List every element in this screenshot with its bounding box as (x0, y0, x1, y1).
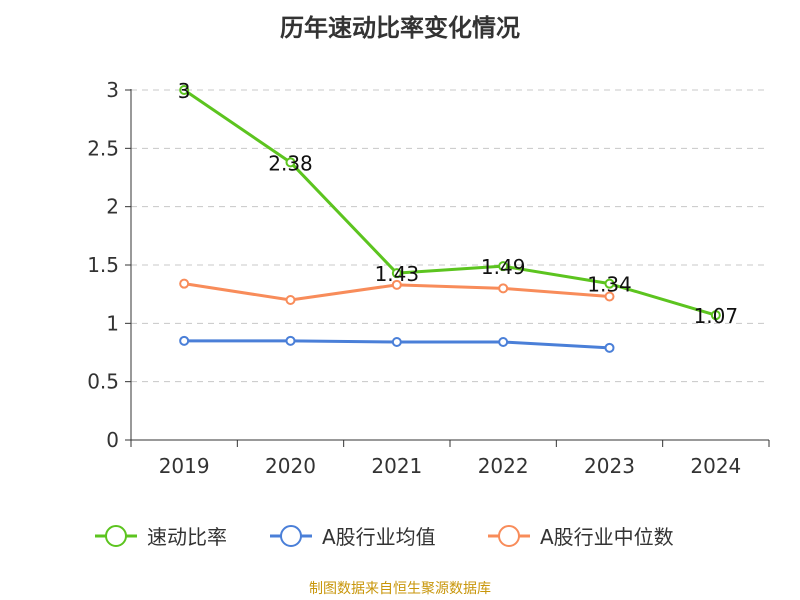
chart-title: 历年速动比率变化情况 (280, 14, 520, 42)
data-point (285, 295, 296, 305)
data-point (604, 342, 615, 353)
y-tick-label: 2.5 (87, 136, 119, 160)
legend: 速动比率 A股行业均值 A股行业中位数 (95, 525, 674, 549)
x-tick-label: 2022 (478, 454, 529, 478)
data-point (604, 278, 615, 289)
legend-marker-1 (280, 525, 302, 547)
axes: 0 0.5 1 1.5 2 2.5 3 2019 2020 2021 2022 2023 2024 (87, 78, 770, 478)
data-label: 2.38 (268, 151, 313, 175)
y-tick-label: 0 (106, 428, 119, 452)
data-point (498, 337, 509, 347)
data-point (179, 278, 190, 289)
data-point (710, 310, 721, 321)
y-tick-label: 1 (106, 311, 119, 335)
legend-label-1: A股行业均值 (322, 525, 436, 549)
data-point (604, 291, 615, 302)
data-point (285, 157, 296, 168)
data-label: 3 (178, 79, 191, 103)
x-tick-label: 2019 (159, 454, 210, 478)
x-tick-label: 2021 (371, 454, 422, 478)
data-point (179, 335, 190, 346)
x-tick-label: 2024 (690, 454, 741, 478)
series-line-0 (183, 88, 717, 317)
data-point (285, 335, 296, 346)
legend-label-0: 速动比率 (147, 525, 227, 549)
series-lines (179, 85, 721, 353)
data-label: 1.43 (375, 262, 420, 286)
data-point (391, 279, 402, 290)
data-point (498, 261, 509, 272)
data-point (391, 337, 402, 347)
data-label: 1.49 (481, 255, 526, 279)
legend-label-2: A股行业中位数 (540, 525, 674, 549)
grid-lines (131, 89, 769, 383)
x-tick-label: 2023 (584, 454, 635, 478)
y-tick-label: 0.5 (87, 370, 119, 394)
data-label: 1.07 (694, 304, 739, 328)
y-tick-label: 1.5 (87, 253, 119, 277)
x-tick-label: 2020 (265, 454, 316, 478)
data-label: 1.34 (587, 273, 632, 297)
legend-marker-0 (105, 525, 127, 547)
data-point (391, 268, 402, 279)
source-note: 制图数据来自恒生聚源数据库 (309, 581, 491, 597)
data-point (498, 283, 509, 294)
legend-marker-2 (498, 525, 520, 547)
data-point (179, 85, 190, 95)
y-tick-label: 3 (106, 78, 119, 102)
data-labels: 3 2.38 1.43 1.49 1.34 1.07 (178, 79, 738, 328)
y-tick-label: 2 (106, 195, 119, 219)
